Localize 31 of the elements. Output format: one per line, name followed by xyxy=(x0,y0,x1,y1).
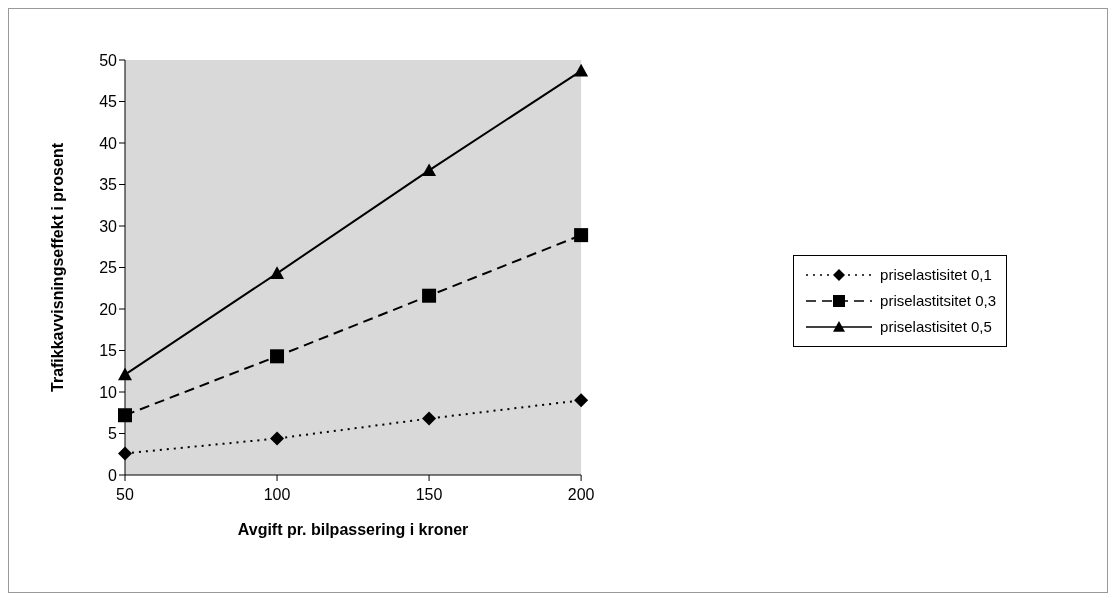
y-tick-label: 10 xyxy=(99,383,118,401)
point xyxy=(270,266,285,279)
point xyxy=(270,431,285,446)
point xyxy=(422,163,437,176)
y-tick-label: 45 xyxy=(99,93,118,111)
y-tick-label: 40 xyxy=(99,134,118,152)
y-axis-title: Trafikkavvisningseffekt i prosent xyxy=(48,142,66,392)
x-tick-label: 100 xyxy=(263,486,291,504)
point xyxy=(574,228,589,243)
x-tick-label: 200 xyxy=(567,486,595,504)
x-axis-title: Avgift pr. bilpassering i kroner xyxy=(237,521,469,538)
y-tick-label: 50 xyxy=(99,51,118,69)
legend-label: priselastisitet 0,5 xyxy=(880,318,992,335)
y-tick-label: 25 xyxy=(99,259,118,277)
point xyxy=(118,446,132,461)
point xyxy=(422,411,437,426)
y-tick-label: 30 xyxy=(99,217,118,235)
point xyxy=(270,349,285,364)
x-tick-label: 150 xyxy=(415,486,443,504)
y-tick-label: 15 xyxy=(99,342,118,360)
y-tick-label: 5 xyxy=(108,425,118,443)
point xyxy=(118,367,132,381)
point xyxy=(422,288,437,303)
y-tick-label: 0 xyxy=(108,466,118,484)
point xyxy=(574,393,589,408)
legend-label: priselastisitet 0,1 xyxy=(880,266,992,283)
point xyxy=(118,408,132,423)
point xyxy=(574,63,589,77)
y-tick-label: 20 xyxy=(99,300,118,318)
y-tick-label: 35 xyxy=(99,176,118,194)
legend-label: priselastitsitet 0,3 xyxy=(880,292,996,309)
